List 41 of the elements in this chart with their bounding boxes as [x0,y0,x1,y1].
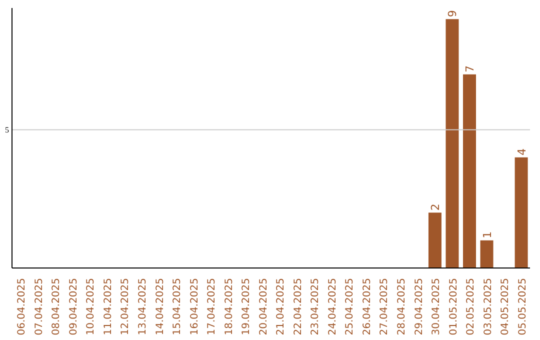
x-tick-label: 10.04.2025 [86,278,97,336]
bar [480,240,494,268]
x-tick-label: 17.04.2025 [206,278,218,336]
x-tick-label: 02.05.2025 [466,278,477,336]
x-tick-label: 25.04.2025 [344,278,356,336]
data-label: 1 [480,231,494,238]
x-tick-label: 06.04.2025 [16,278,28,336]
x-tick-label: 26.04.2025 [362,278,373,336]
bar [446,19,459,268]
x-tick-label: 15.04.2025 [172,278,184,336]
x-tick-label: 18.04.2025 [224,278,235,336]
ref-line-label: 5 [5,126,9,135]
data-label: 4 [515,148,528,156]
bar [514,157,528,268]
x-tick-label: 14.04.2025 [154,278,166,336]
bar [463,74,476,268]
x-tick-label: 08.04.2025 [51,278,62,336]
x-tick-label: 24.04.2025 [327,278,338,336]
x-tick-label: 21.04.2025 [276,278,287,336]
x-tick-label: 12.04.2025 [120,278,132,336]
bar [428,212,442,268]
x-tick-label: 19.04.2025 [241,278,252,336]
x-tick-label: 07.04.2025 [34,278,45,336]
data-label: 7 [464,65,477,72]
x-tick-label: 01.05.2025 [448,278,460,336]
data-label: 9 [446,10,460,18]
x-tick-label: 16.04.2025 [189,278,200,336]
x-tick-label: 13.04.2025 [138,278,148,336]
x-tick-label: 09.04.2025 [68,278,80,336]
x-tick-label: 29.04.2025 [414,278,425,336]
x-tick-label: 27.04.2025 [379,278,390,336]
x-tick-label: 11.04.2025 [102,278,114,336]
x-tick-label: 22.04.2025 [292,278,304,336]
x-tick-label: 28.04.2025 [396,278,408,336]
x-tick-label: 23.04.2025 [310,278,322,336]
x-tick-label: 03.05.2025 [482,278,494,336]
x-tick-label: 05.05.2025 [517,278,528,336]
x-tick-label: 30.04.2025 [431,278,442,336]
x-tick-label: 04.05.2025 [500,278,512,336]
x-tick-label: 20.04.2025 [258,278,270,336]
data-label: 2 [428,204,442,211]
